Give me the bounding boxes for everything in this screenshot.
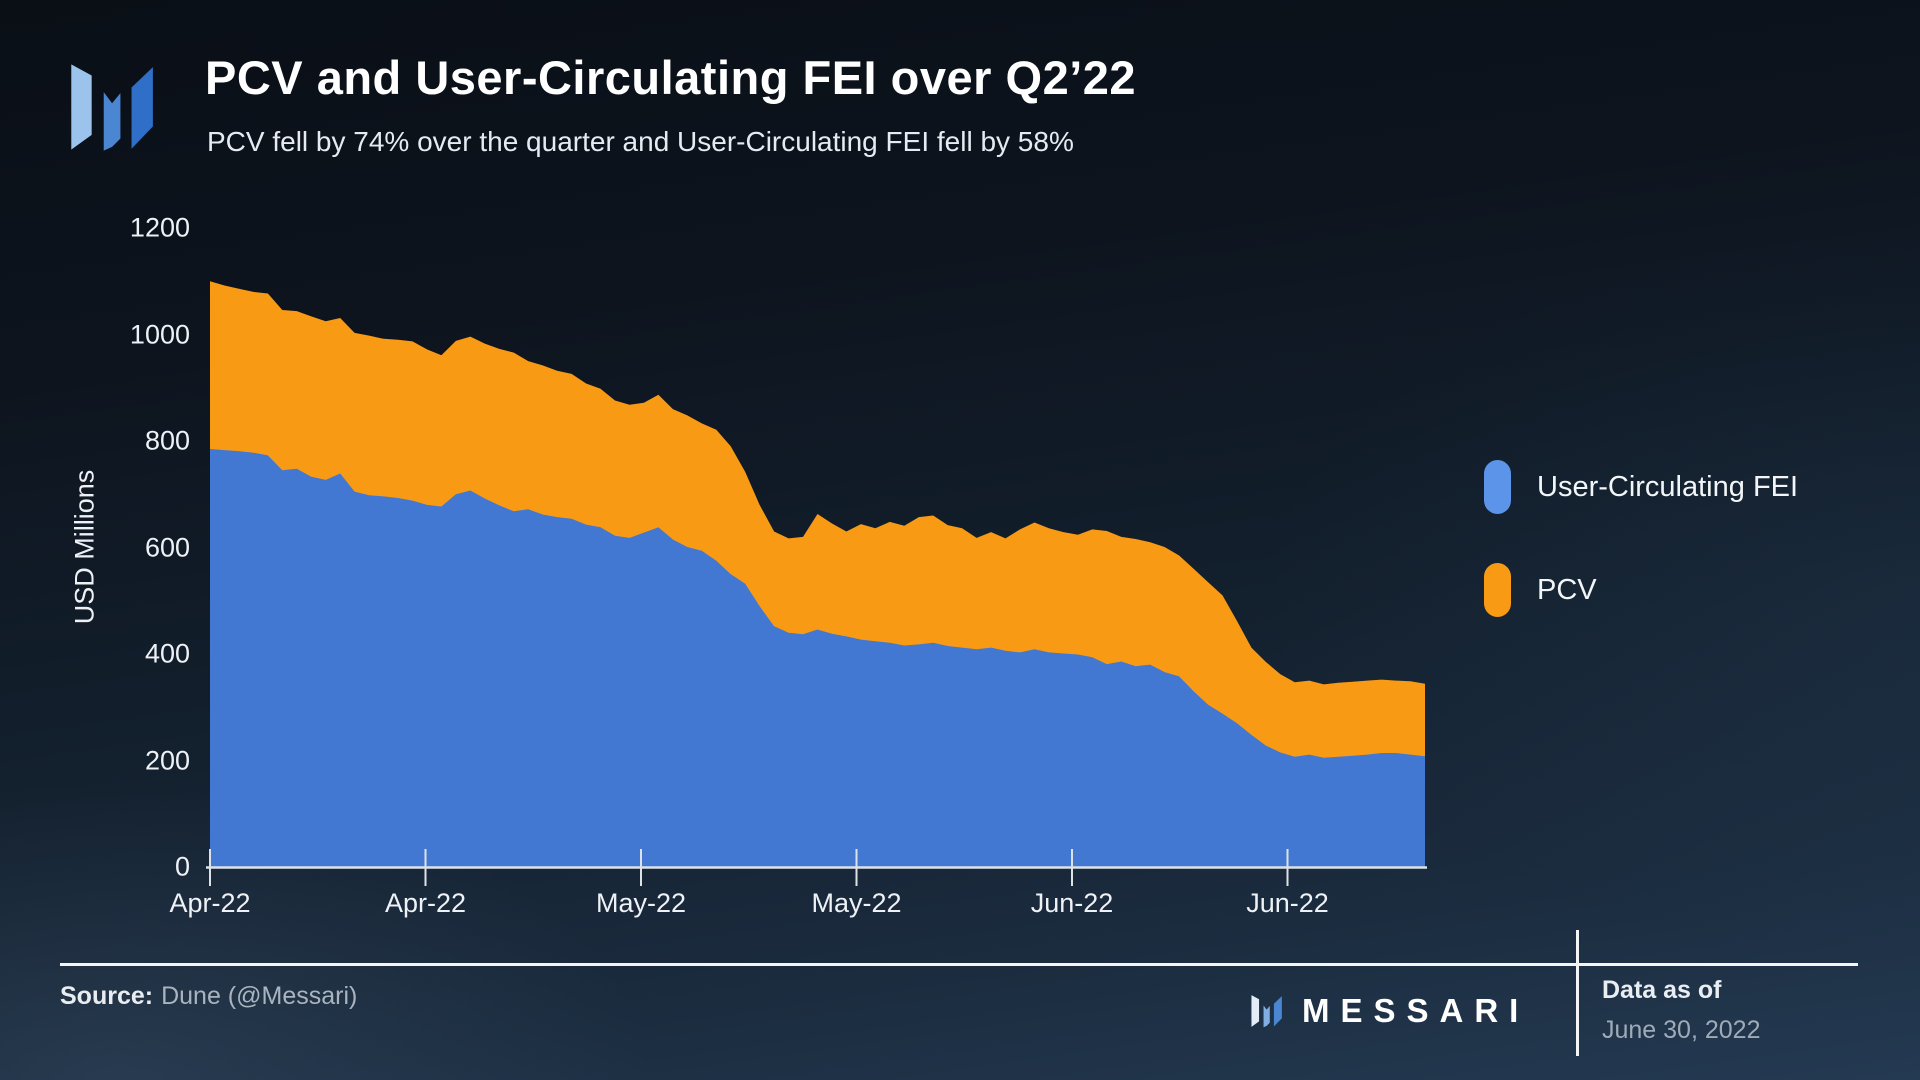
source-value: Dune (@Messari)	[161, 982, 358, 1010]
legend: User-Circulating FEI PCV	[1484, 460, 1798, 666]
legend-label-pcv: PCV	[1537, 573, 1597, 606]
footer-divider	[60, 963, 1858, 966]
data-as-of-label: Data as of	[1602, 976, 1722, 1004]
data-as-of-value: June 30, 2022	[1602, 1016, 1761, 1044]
messari-brand: MESSARI	[1248, 990, 1529, 1032]
y-tick-label: 400	[144, 638, 190, 669]
y-tick-label: 800	[144, 425, 190, 456]
source-label: Source:	[60, 982, 154, 1010]
fei-area	[210, 449, 1425, 867]
legend-swatch-fei	[1484, 460, 1511, 514]
y-tick-label: 600	[144, 532, 190, 562]
x-tick-label: May-22	[595, 888, 687, 918]
y-tick-label: 1200	[129, 212, 190, 243]
legend-label-fei: User-Circulating FEI	[1537, 470, 1799, 503]
x-tick-label: Apr-22	[169, 888, 251, 918]
source-note: Source: Dune (@Messari)	[60, 982, 357, 1011]
y-tick-label: 200	[144, 745, 190, 775]
legend-swatch-pcv	[1484, 563, 1511, 617]
legend-item-pcv: PCV	[1484, 563, 1798, 617]
page-title: PCV and User-Circulating FEI over Q2’22	[205, 51, 1137, 104]
x-tick-label: Jun-22	[1246, 888, 1329, 918]
x-tick-label: May-22	[811, 888, 902, 918]
x-tick-label: Apr-22	[384, 888, 467, 918]
x-tick-label: Jun-22	[1030, 888, 1114, 918]
y-tick-label: 1000	[129, 319, 190, 349]
page-subtitle: PCV fell by 74% over the quarter and Use…	[207, 126, 1074, 157]
footer-vertical-divider	[1576, 930, 1579, 1056]
legend-item-fei: User-Circulating FEI	[1484, 460, 1798, 514]
messari-wordmark: MESSARI	[1302, 992, 1530, 1029]
y-tick-label: 0	[174, 851, 190, 882]
messari-footer-icon	[1251, 995, 1282, 1028]
messari-logo-icon	[71, 64, 153, 151]
